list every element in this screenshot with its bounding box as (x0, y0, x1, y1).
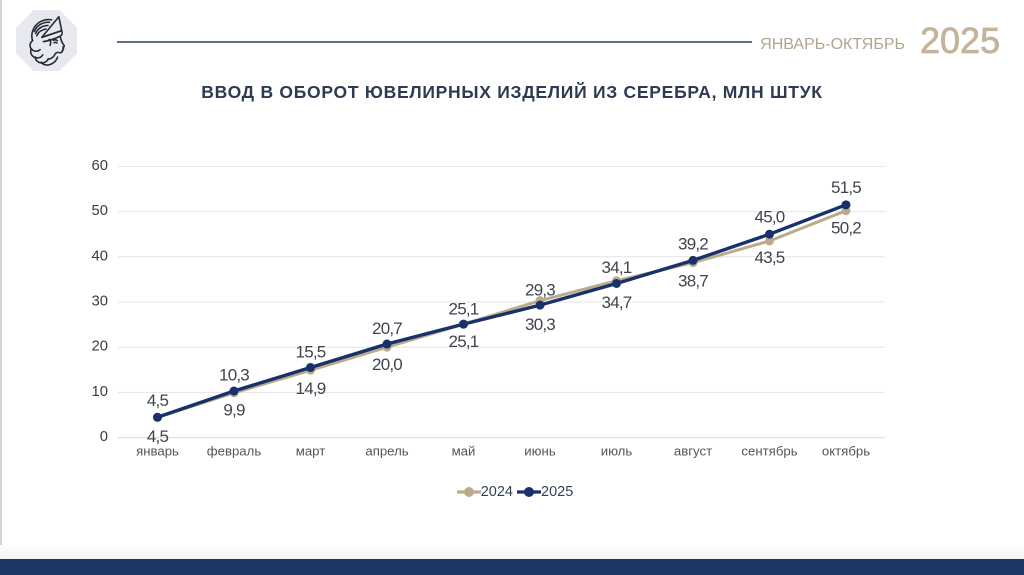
svg-text:30,3: 30,3 (525, 315, 555, 334)
svg-text:43,5: 43,5 (755, 248, 785, 267)
svg-text:октябрь: октябрь (822, 444, 870, 459)
svg-text:50: 50 (92, 203, 108, 219)
svg-text:сентябрь: сентябрь (741, 444, 797, 459)
svg-text:январь: январь (136, 444, 179, 459)
svg-text:34,7: 34,7 (602, 293, 632, 312)
svg-text:39,2: 39,2 (678, 234, 708, 253)
svg-text:60: 60 (92, 158, 108, 174)
svg-text:50,2: 50,2 (831, 219, 861, 238)
svg-text:май: май (452, 444, 476, 459)
svg-text:август: август (674, 444, 712, 459)
svg-text:февраль: февраль (207, 444, 262, 459)
svg-text:25,1: 25,1 (449, 332, 479, 351)
svg-text:25,1: 25,1 (449, 300, 479, 319)
svg-text:15,5: 15,5 (296, 343, 326, 362)
svg-text:40: 40 (92, 248, 108, 264)
svg-text:45,0: 45,0 (755, 208, 785, 227)
svg-text:30: 30 (92, 294, 108, 310)
svg-text:51,5: 51,5 (831, 178, 861, 197)
svg-text:4,5: 4,5 (147, 391, 169, 410)
svg-text:20,0: 20,0 (372, 355, 402, 374)
svg-text:38,7: 38,7 (678, 272, 708, 291)
svg-text:апрель: апрель (365, 444, 408, 459)
svg-text:34,1: 34,1 (602, 258, 632, 277)
svg-text:20,7: 20,7 (372, 319, 402, 338)
svg-text:4,5: 4,5 (147, 427, 169, 446)
svg-text:14,9: 14,9 (296, 379, 326, 398)
svg-text:март: март (296, 444, 326, 459)
svg-text:июнь: июнь (524, 444, 556, 459)
svg-text:29,3: 29,3 (525, 280, 555, 299)
svg-text:10: 10 (92, 384, 108, 400)
svg-text:июль: июль (601, 444, 633, 459)
svg-text:10,3: 10,3 (219, 366, 249, 385)
svg-text:0: 0 (100, 429, 108, 445)
svg-text:20: 20 (92, 339, 108, 355)
svg-text:9,9: 9,9 (223, 401, 245, 420)
